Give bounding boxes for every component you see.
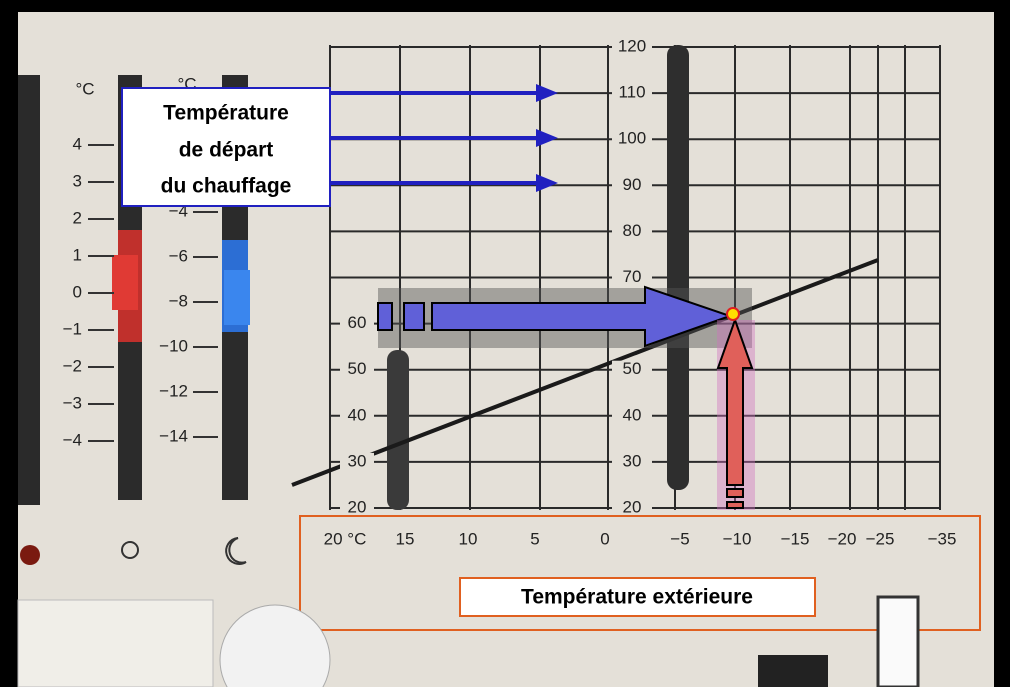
night-slider-knob xyxy=(224,270,250,325)
outdoor-scale-label: −5 xyxy=(670,529,689,548)
flow-scale-label: 20 xyxy=(348,497,367,516)
night-scale-label: −8 xyxy=(169,291,188,310)
left-slot xyxy=(18,75,40,505)
arrow-tail xyxy=(726,488,744,498)
day-scale-label: 0 xyxy=(73,282,82,301)
label-bg xyxy=(340,452,374,471)
indicator-light xyxy=(20,545,40,565)
outdoor-label-box xyxy=(459,577,816,617)
night-scale-label: −12 xyxy=(159,381,188,400)
label-bg xyxy=(612,499,652,517)
flow-label-box xyxy=(121,87,331,207)
label-bg xyxy=(340,499,374,517)
outdoor-box xyxy=(299,515,981,631)
flow-slot-left xyxy=(387,350,409,510)
arrow-tail xyxy=(377,302,393,331)
label-bg xyxy=(612,130,652,149)
flow-scale-label: 70 xyxy=(623,267,642,286)
flow-scale-label: 30 xyxy=(623,451,642,470)
outdoor-scale-label: −35 xyxy=(928,529,957,548)
flow-scale-label: 40 xyxy=(623,405,642,424)
day-scale-label: 2 xyxy=(73,208,82,227)
outdoor-scale-label: −20 xyxy=(828,529,857,548)
outdoor-scale-label: 20 °C xyxy=(324,529,367,548)
flow-scale-label: 80 xyxy=(623,221,642,240)
arrow-tail xyxy=(726,501,744,509)
dial xyxy=(219,604,331,687)
flow-scale-label: 20 xyxy=(623,497,642,516)
outdoor-scale-label: −10 xyxy=(723,529,752,548)
outdoor-scale-label: 0 xyxy=(600,529,609,548)
flow-scale-label: 90 xyxy=(623,175,642,194)
day-unit: °C xyxy=(75,79,94,98)
pointer-heads xyxy=(536,84,558,192)
pointer-arrows xyxy=(330,91,540,185)
day-scale-label: 4 xyxy=(73,134,82,153)
outdoor-scale-label: 15 xyxy=(396,529,415,548)
arrow-head xyxy=(536,129,558,147)
arrow-tail xyxy=(403,302,425,331)
arrow-head xyxy=(536,174,558,192)
switch xyxy=(758,655,828,687)
outdoor-label: Température extérieure xyxy=(521,586,753,609)
heating-curve xyxy=(291,258,879,487)
outdoor-arrow xyxy=(716,317,754,486)
outdoor-scale-label: −15 xyxy=(781,529,810,548)
flow-label: du chauffage xyxy=(161,175,292,198)
label-bg xyxy=(612,176,652,195)
flow-slot-right xyxy=(667,45,689,490)
night-scale-label: −14 xyxy=(159,426,188,445)
label-bg xyxy=(340,360,374,379)
flow-scale-label: 120 xyxy=(618,36,646,55)
flow-scale-label: 30 xyxy=(348,451,367,470)
arrow-head xyxy=(536,84,558,102)
day-scale-label: −3 xyxy=(63,393,82,412)
flow-scale-label: 100 xyxy=(618,129,646,148)
flow-scale-label: 50 xyxy=(348,359,367,378)
label-bg xyxy=(340,314,374,333)
flow-scale-label: 60 xyxy=(348,313,367,332)
flow-label: Température xyxy=(163,102,289,125)
flow-label: de départ xyxy=(179,139,274,162)
label-bg xyxy=(612,406,652,425)
panel xyxy=(17,599,214,687)
sun-icon xyxy=(121,541,139,559)
label-bg xyxy=(340,406,374,425)
night-scale-label: −6 xyxy=(169,246,188,265)
label-bg xyxy=(612,222,652,241)
night-scale-label: −10 xyxy=(159,336,188,355)
day-scale-label: −4 xyxy=(63,430,82,449)
slot xyxy=(876,595,920,687)
label-bg xyxy=(612,452,652,471)
day-scale-label: −1 xyxy=(63,319,82,338)
label-bg xyxy=(612,84,652,103)
flow-scale-label: 50 xyxy=(623,359,642,378)
outdoor-scale-label: 5 xyxy=(530,529,539,548)
flow-arrow xyxy=(431,285,734,348)
flow-scale-label: 40 xyxy=(348,405,367,424)
outdoor-scale-label: −25 xyxy=(866,529,895,548)
outdoor-scale-label: 10 xyxy=(459,529,478,548)
moon-icon xyxy=(225,537,247,565)
label-bg xyxy=(612,38,652,56)
operating-point xyxy=(726,307,740,321)
day-scale-label: −2 xyxy=(63,356,82,375)
day-scale-label: 1 xyxy=(73,245,82,264)
flow-scale-label: 110 xyxy=(618,83,645,102)
label-bg xyxy=(612,360,652,379)
day-slider-knob xyxy=(112,255,138,310)
label-bg xyxy=(612,268,652,287)
day-scale-label: 3 xyxy=(73,171,82,190)
